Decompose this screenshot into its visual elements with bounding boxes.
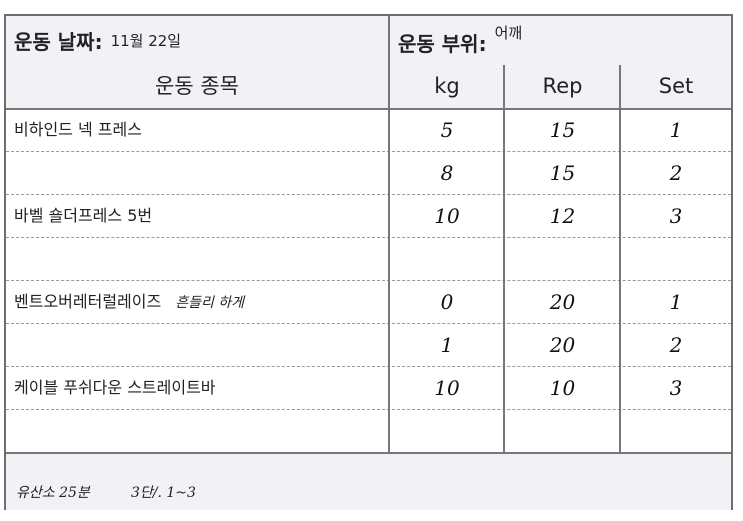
rep-value [505,238,620,280]
kg-value: 8 [440,161,454,185]
date-field: 운동 날짜: 11월 22일 [14,16,181,65]
exercise-name-text: 케이블 푸쉬다운 스트레이트바 [14,378,216,397]
set-value: 1 [669,290,683,314]
rep-value [505,410,620,452]
kg-value: 1 [440,333,454,357]
table-row: 8 15 2 [6,152,731,195]
kg-value: 10 [434,204,460,228]
table-row [6,410,731,453]
kg-value: 0 [440,290,454,314]
incline-note: 3단/. 1~3 [131,485,196,501]
date-label: 운동 날짜: [14,30,103,54]
exercise-name: 케이블 푸쉬다운 스트레이트바 [14,367,230,409]
exercise-name [14,152,28,194]
col-rep: Rep [542,74,583,98]
table-row [6,238,731,281]
exercise-name [14,410,28,452]
rep-value: 15 [549,161,576,185]
set-value: 2 [669,161,683,185]
exercise-name: 벤트오버레터럴레이즈 흔들리 하게 [14,281,244,323]
divider [503,65,505,452]
table-row: 바벨 숄더프레스 5번 10 12 3 [6,195,731,238]
header-row: 운동 날짜: 11월 22일 운동 부위: 어깨 [6,16,731,67]
rep-value: 15 [549,118,576,142]
column-header-row: 운동 종목 kg Rep Set [6,65,731,110]
table-row: 1 20 2 [6,324,731,367]
exercise-name-text: 바벨 숄더프레스 5번 [14,206,153,225]
rep-value: 10 [549,376,576,400]
set-value: 3 [669,376,683,400]
exercise-name [14,324,28,366]
set-value: 2 [669,333,683,357]
body-part-label: 운동 부위: [398,32,487,56]
set-value [621,410,731,452]
col-exercise: 운동 종목 [155,74,239,98]
divider [388,16,390,65]
cardio-note: 유산소 25분 [16,485,90,501]
body-part-field: 운동 부위: 어깨 [398,16,522,65]
kg-value [390,238,504,280]
col-set: Set [658,74,694,98]
col-kg: kg [434,74,460,98]
rep-value: 20 [549,290,576,314]
set-value: 3 [669,204,683,228]
exercise-name: 바벨 숄더프레스 5번 [14,195,166,237]
divider [388,65,390,452]
exercise-name-text: 비하인드 넥 프레스 [14,120,142,139]
kg-value: 10 [434,376,460,400]
kg-value: 5 [440,118,454,142]
table-row: 비하인드 넥 프레스 5 15 1 [6,109,731,152]
exercise-name: 비하인드 넥 프레스 [14,109,156,151]
rep-value: 20 [549,333,576,357]
divider [619,65,621,452]
exercise-name-text: 벤트오버레터럴레이즈 [14,292,162,311]
table-row: 벤트오버레터럴레이즈 흔들리 하게 0 20 1 [6,281,731,324]
notes-area: 유산소 25분 3단/. 1~3 [6,452,731,510]
body-part-value: 어깨 [494,24,523,42]
table-row: 케이블 푸쉬다운 스트레이트바 10 10 3 [6,367,731,410]
workout-log-sheet: 운동 날짜: 11월 22일 운동 부위: 어깨 운동 종목 kg Rep Se… [4,14,733,510]
exercise-name [14,238,28,280]
rep-value: 12 [549,204,576,228]
set-value [621,238,731,280]
set-value: 1 [669,118,683,142]
exercise-note: 흔들리 하게 [175,295,245,311]
kg-value [390,410,504,452]
date-value: 11월 22일 [110,32,182,50]
